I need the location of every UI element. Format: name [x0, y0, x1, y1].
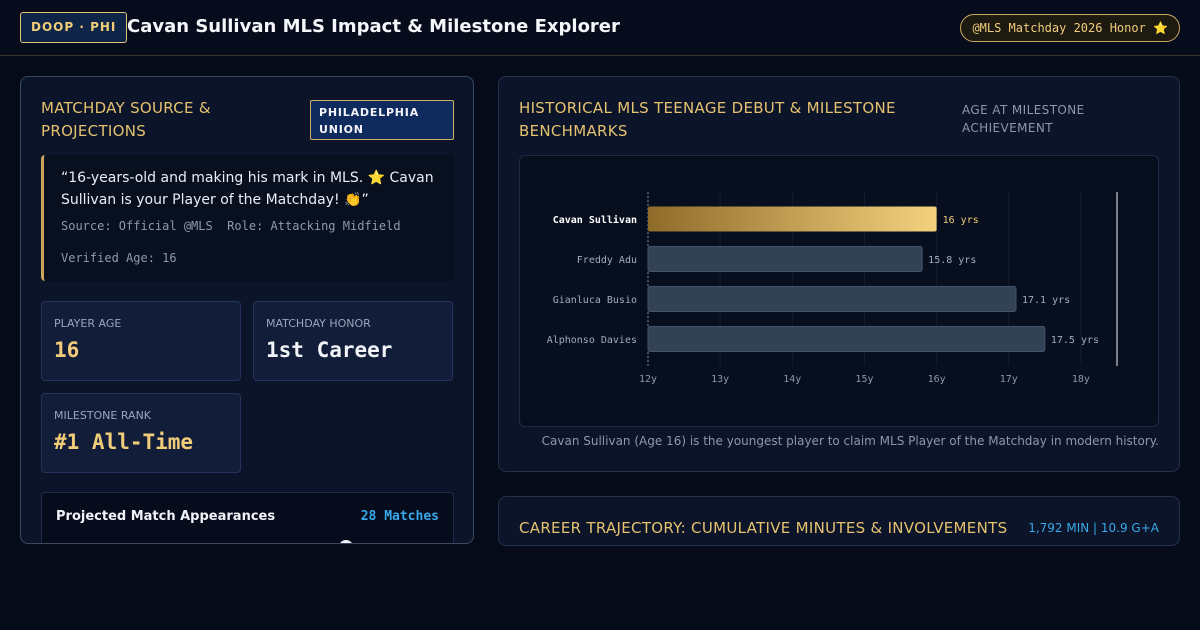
- source-title: Matchday Source & Projections: [41, 99, 211, 140]
- career-panel: Career Trajectory: Cumulative Minutes & …: [498, 496, 1180, 546]
- appearances-value: 28 Matches: [360, 509, 439, 524]
- player-age-label: Player Age: [54, 317, 122, 330]
- milestone-rank-label: Milestone Rank: [54, 409, 152, 422]
- bar-label-freddy-adu: Freddy Adu: [577, 255, 637, 266]
- bar-label-alphonso-davies: Alphonso Davies: [547, 335, 637, 346]
- x-tick-17: 17y: [1000, 374, 1018, 385]
- x-tick-18: 18y: [1072, 374, 1090, 385]
- matchday-honor-card: Matchday Honor 1st Career: [253, 301, 453, 381]
- team-badge: PHILADELPHIA UNION: [310, 100, 454, 140]
- appearances-label: Projected Match Appearances: [56, 509, 276, 524]
- matchday-honor-label: Matchday Honor: [266, 317, 371, 330]
- x-tick-14: 14y: [783, 374, 801, 385]
- brand-logo[interactable]: DOOP · PHI: [20, 12, 128, 43]
- benchmark-bar-chart: Cavan Sullivan 16 yrs Freddy Adu 15.8 yrs Gi…: [547, 192, 1118, 385]
- quote-text: “16-years-old and making his mark in MLS…: [61, 170, 434, 208]
- top-bar: DOOP · PHI Cavan Sullivan MLS Impact & M…: [0, 0, 1200, 56]
- appearances-slider-handle[interactable]: [339, 540, 353, 543]
- career-stats: 1,792 MIN | 10.9 G+A: [1028, 521, 1159, 535]
- benchmarks-caption: Cavan Sullivan (Age 16) is the youngest …: [541, 434, 1159, 448]
- player-age-card: Player Age 16: [41, 301, 241, 381]
- value-label-gianluca-busio: 17.1 yrs: [1022, 295, 1070, 306]
- benchmark-chart: Cavan Sullivan 16 yrs Freddy Adu 15.8 yrs Gi…: [519, 155, 1159, 427]
- value-label-freddy-adu: 15.8 yrs: [928, 255, 976, 266]
- value-label-alphonso-davies: 17.5 yrs: [1051, 335, 1099, 346]
- bar-freddy-adu: [647, 246, 923, 272]
- x-tick-13: 13y: [711, 374, 729, 385]
- benchmarks-title: Historical MLS Teenage Debut & Milestone…: [519, 99, 896, 140]
- verified-age: Verified Age: 16: [61, 251, 177, 265]
- page-title: Cavan Sullivan MLS Impact & Milestone Ex…: [127, 16, 620, 37]
- player-age-value: 16: [54, 338, 80, 362]
- quote-source: Source: Official @MLS Role: Attacking Mi…: [61, 219, 401, 233]
- bar-alphonso-davies: [647, 326, 1046, 352]
- x-tick-16: 16y: [928, 374, 946, 385]
- appearances-card: Projected Match Appearances 28 Matches: [41, 492, 454, 543]
- milestone-rank-value: #1 All-Time: [54, 430, 194, 454]
- honor-badge[interactable]: @MLS Matchday 2026 Honor ⭐: [960, 14, 1180, 42]
- bar-cavan-sullivan: [648, 206, 937, 232]
- matchday-honor-value: 1st Career: [266, 338, 393, 362]
- value-label-cavan-sullivan: 16 yrs: [943, 215, 979, 226]
- quote-card: “16-years-old and making his mark in MLS…: [41, 155, 454, 281]
- x-tick-15: 15y: [855, 374, 873, 385]
- benchmarks-subtitle: Age at Milestone Achievement: [962, 103, 1085, 135]
- milestone-rank-card: Milestone Rank #1 All-Time: [41, 393, 241, 473]
- benchmarks-panel: Historical MLS Teenage Debut & Milestone…: [498, 76, 1180, 472]
- bar-gianluca-busio: [647, 286, 1017, 312]
- x-tick-12: 12y: [639, 374, 657, 385]
- source-panel: Matchday Source & Projections PHILADELPH…: [20, 76, 474, 544]
- bar-label-gianluca-busio: Gianluca Busio: [553, 295, 637, 306]
- career-title: Career Trajectory: Cumulative Minutes & …: [519, 519, 1008, 537]
- bar-label-cavan-sullivan: Cavan Sullivan: [553, 214, 637, 226]
